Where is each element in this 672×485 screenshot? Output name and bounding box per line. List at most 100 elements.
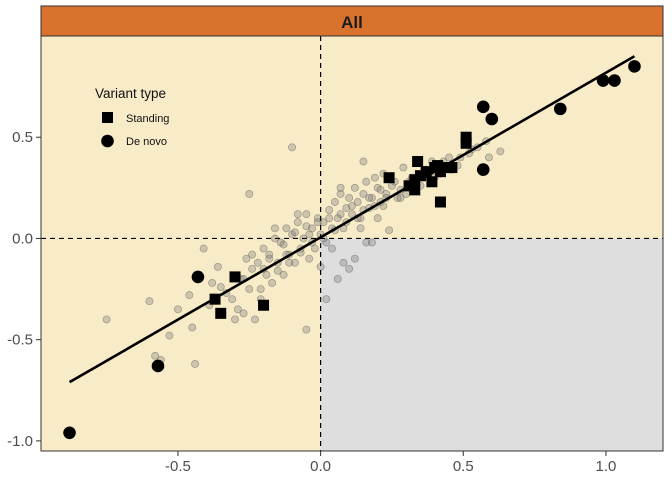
background-point xyxy=(151,351,160,360)
legend-label-de-novo: De novo xyxy=(126,136,167,148)
background-point xyxy=(328,244,336,253)
background-point xyxy=(342,204,351,213)
background-point xyxy=(288,230,297,239)
background-point xyxy=(396,194,405,202)
de-novo-point xyxy=(608,74,621,87)
background-point xyxy=(174,305,182,314)
background-point xyxy=(313,214,322,223)
standing-point xyxy=(434,196,446,208)
background-point xyxy=(248,264,257,273)
background-point xyxy=(253,258,262,267)
background-point xyxy=(239,309,248,318)
de-novo-point xyxy=(476,163,490,176)
background-point xyxy=(359,157,368,166)
x-tick-label: 1.0 xyxy=(596,458,617,475)
background-point xyxy=(188,323,197,332)
background-point xyxy=(213,262,222,271)
background-point xyxy=(359,189,368,198)
background-point xyxy=(485,153,493,162)
standing-point xyxy=(215,307,227,319)
shaded-quadrant xyxy=(320,238,663,451)
background-point xyxy=(348,202,356,210)
background-point xyxy=(373,183,382,192)
background-point xyxy=(216,283,225,291)
regression-line xyxy=(68,55,636,384)
background-point xyxy=(191,360,200,368)
background-point xyxy=(242,254,251,263)
y-tick-label: -1.0 xyxy=(7,433,33,450)
background-point xyxy=(302,325,311,334)
background-point xyxy=(233,305,242,314)
background-point xyxy=(271,224,279,233)
panel-strip xyxy=(40,5,664,37)
background-point xyxy=(102,315,111,324)
background-point xyxy=(336,210,345,219)
background-point xyxy=(362,177,371,186)
panel-title: All xyxy=(341,13,363,32)
standing-point xyxy=(409,174,421,186)
background-point xyxy=(265,250,274,259)
background-point xyxy=(376,185,385,194)
background-point xyxy=(145,297,154,306)
background-point xyxy=(322,295,331,304)
background-point xyxy=(305,230,314,239)
background-point xyxy=(288,143,297,152)
standing-point xyxy=(209,293,221,305)
background-point xyxy=(382,189,391,198)
background-points xyxy=(102,137,505,368)
standing-point xyxy=(258,299,270,311)
background-point xyxy=(308,224,317,233)
background-point xyxy=(368,194,376,202)
de-novo-point xyxy=(476,100,490,114)
background-point xyxy=(399,163,408,172)
x-tick-label: 0.5 xyxy=(453,458,474,475)
background-point xyxy=(336,189,345,198)
background-point xyxy=(365,194,374,202)
background-point xyxy=(279,240,288,249)
standing-point xyxy=(440,162,452,174)
background-point xyxy=(251,315,259,324)
background-point xyxy=(345,264,354,273)
background-point xyxy=(333,214,342,223)
background-point xyxy=(185,291,194,300)
standing-point xyxy=(403,180,415,192)
background-point xyxy=(330,198,339,206)
de-novo-point xyxy=(553,102,567,116)
de-novo-point xyxy=(63,426,76,440)
x-axis: -0.5 0.0 0.5 1.0 xyxy=(165,451,616,475)
background-point xyxy=(199,244,208,253)
de-novo-point xyxy=(485,112,499,126)
y-tick-label: 0.0 xyxy=(12,230,33,247)
background-point xyxy=(293,210,302,219)
legend-square-marker xyxy=(102,112,113,123)
background-point xyxy=(496,147,505,156)
standing-point xyxy=(414,170,426,182)
background-point xyxy=(356,224,365,233)
background-point xyxy=(370,173,379,182)
standing-point xyxy=(420,166,432,178)
y-axis: -1.0 -0.5 0.0 0.5 xyxy=(7,129,41,450)
background-point xyxy=(350,254,359,263)
background-point xyxy=(228,295,237,304)
highlight-points xyxy=(63,60,641,440)
background-point xyxy=(310,244,319,253)
standing-point xyxy=(412,156,424,168)
background-point xyxy=(276,238,285,247)
standing-point xyxy=(409,184,421,196)
background-point xyxy=(325,206,334,215)
standing-point xyxy=(460,137,472,149)
background-point xyxy=(353,198,362,206)
background-point xyxy=(313,218,322,227)
de-novo-point xyxy=(628,60,641,73)
x-tick-label: 0.0 xyxy=(310,458,331,475)
background-point xyxy=(339,258,348,267)
background-point xyxy=(245,189,254,198)
background-point xyxy=(248,250,257,259)
background-point xyxy=(268,279,277,287)
background-point xyxy=(290,258,299,267)
background-point xyxy=(333,274,342,283)
de-novo-point xyxy=(596,74,610,87)
legend-title: Variant type xyxy=(95,86,166,101)
background-point xyxy=(290,228,299,237)
